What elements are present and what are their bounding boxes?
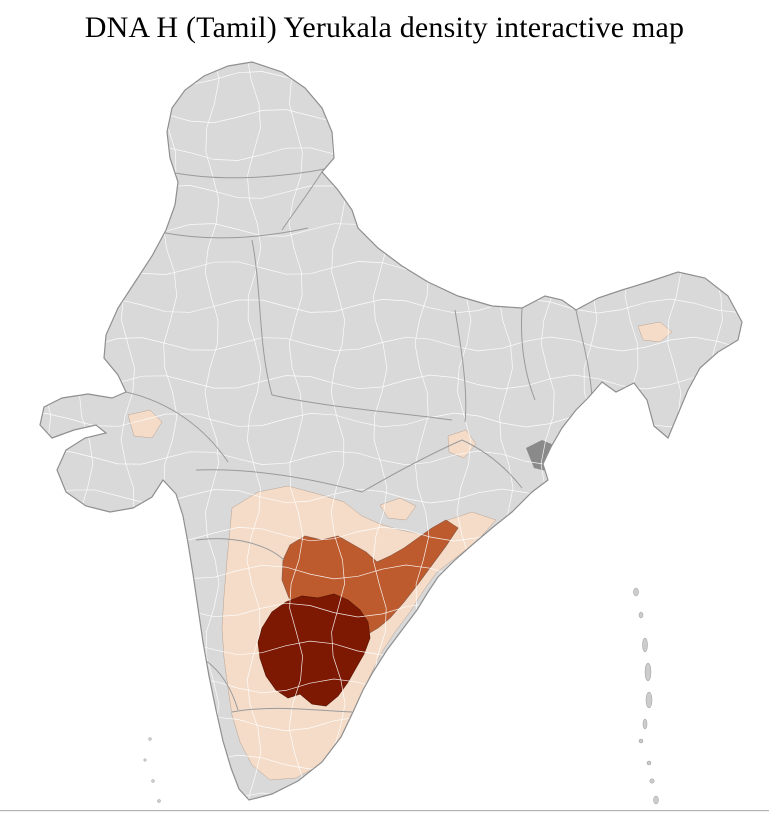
density-region-low-northeast[interactable]	[637, 321, 673, 343]
lakshadweep-islands[interactable]	[143, 737, 161, 803]
density-region-high[interactable]	[257, 593, 371, 707]
india-outline	[39, 61, 743, 801]
density-region-low-north-coastal[interactable]	[379, 497, 417, 521]
india-landmass[interactable]	[40, 62, 742, 800]
state-borders	[125, 167, 593, 713]
andaman-islands[interactable]	[633, 587, 659, 805]
footer-divider	[0, 810, 769, 812]
map-title: DNA H (Tamil) Yerukala density interacti…	[84, 11, 685, 44]
